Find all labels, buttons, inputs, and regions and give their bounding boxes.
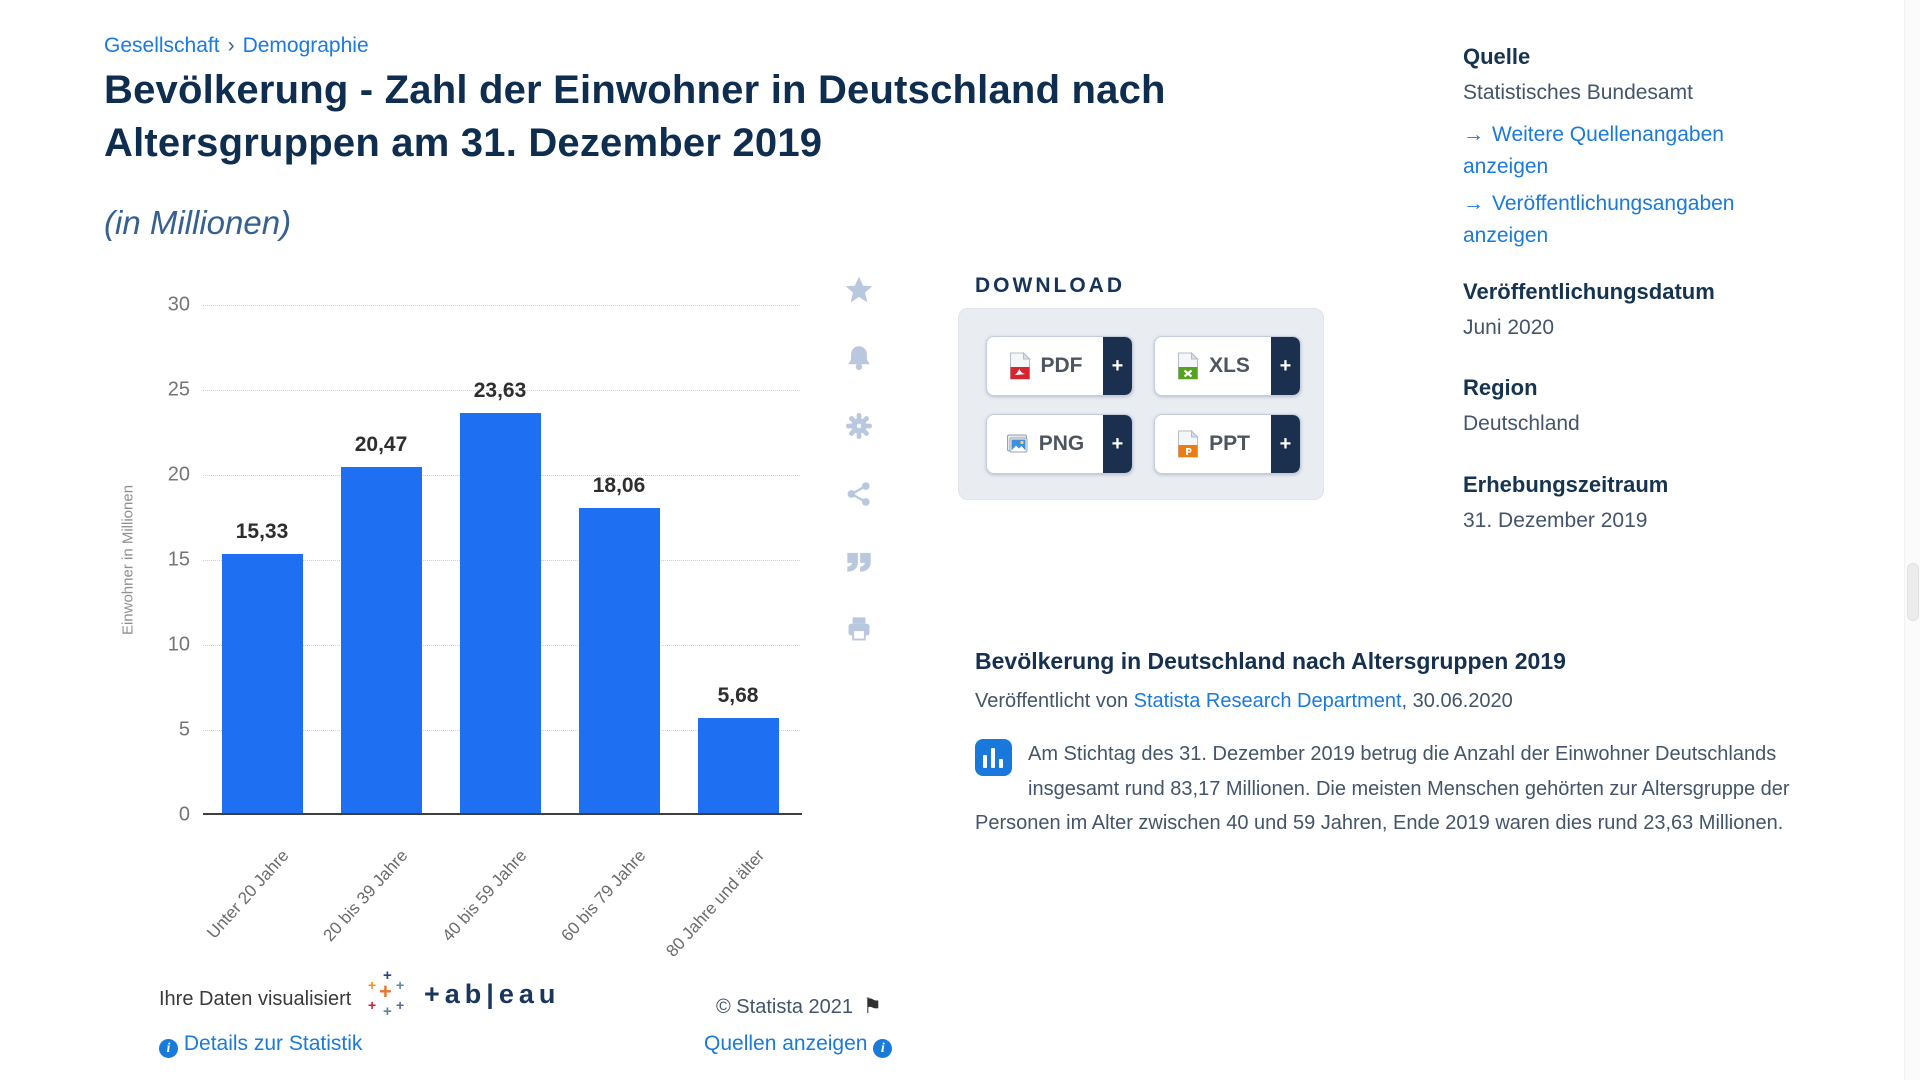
page-subtitle: (in Millionen) (104, 204, 292, 241)
y-tick-label: 20 (167, 463, 190, 486)
publication-info-link[interactable]: → Veröffentlichungsangaben anzeigen (1463, 191, 1735, 248)
survey-period-value: 31. Dezember 2019 (1463, 508, 1648, 532)
bar-3[interactable] (459, 413, 541, 815)
details-link[interactable]: i Details zur Statistik (159, 1032, 362, 1058)
y-tick-label: 30 (167, 293, 190, 316)
publication-date-value: Juni 2020 (1463, 315, 1555, 339)
x-axis-label: 60 bis 79 Jahre (557, 846, 650, 946)
bar-value-label: 20,47 (354, 433, 408, 456)
download-button-label: PDF (1040, 354, 1083, 377)
y-tick-label: 25 (167, 378, 190, 401)
y-tick-label: 15 (167, 548, 190, 571)
region-label: Region (1463, 375, 1538, 401)
description-byline: Veröffentlicht von Statista Research Dep… (975, 690, 1850, 713)
show-sources-link[interactable]: Quellen anzeigen i (704, 1032, 893, 1058)
y-tick-label: 5 (178, 718, 190, 741)
xls-file-icon (1178, 352, 1199, 380)
visualized-by-label: Ihre Daten visualisiert (159, 988, 352, 1010)
download-button-label: PPT (1209, 432, 1250, 455)
more-sources-link[interactable]: → Weitere Quellenangaben anzeigen (1463, 122, 1724, 179)
flag-icon: ⚑ (863, 995, 882, 1018)
x-axis-label: 40 bis 59 Jahre (438, 846, 531, 946)
survey-period-label: Erhebungszeitraum (1463, 471, 1669, 497)
x-axis-label: 80 Jahre und älter (662, 846, 769, 961)
download-pdf-plus[interactable]: + (1103, 337, 1132, 395)
x-axis-label: 20 bis 39 Jahre (319, 846, 412, 946)
byline-date: , 30.06.2020 (1401, 690, 1513, 712)
description-heading: Bevölkerung in Deutschland nach Altersgr… (975, 648, 1566, 674)
bar-chart-icon (975, 739, 1012, 776)
share-icon[interactable] (845, 480, 873, 508)
plot-area: 15,33 20,47 23,63 18,06 5,68 (203, 305, 800, 815)
arrow-right-icon: → (1463, 191, 1484, 215)
breadcrumb-separator: › (227, 34, 235, 57)
download-button-label: PNG (1038, 432, 1085, 455)
region-value: Deutschland (1463, 412, 1580, 436)
arrow-right-icon: → (1463, 122, 1484, 146)
download-xls-plus[interactable]: + (1271, 337, 1300, 395)
bar-value-label: 5,68 (717, 684, 759, 707)
download-pdf-button[interactable]: PDF + (986, 336, 1133, 396)
cite-quote-icon[interactable] (845, 547, 873, 575)
settings-gear-icon[interactable] (845, 412, 873, 440)
download-xls-button[interactable]: XLS + (1154, 336, 1301, 396)
png-image-icon (1006, 434, 1028, 453)
pdf-file-icon (1009, 352, 1031, 380)
print-icon[interactable] (845, 615, 873, 643)
bar-5[interactable] (697, 718, 779, 815)
download-ppt-plus[interactable]: + (1271, 415, 1300, 473)
x-axis-label: Unter 20 Jahre (202, 846, 293, 943)
bar-1[interactable] (221, 554, 303, 815)
download-button-label: XLS (1209, 354, 1250, 377)
scrollbar-thumb[interactable] (1907, 563, 1919, 621)
favorite-star-icon[interactable] (845, 276, 873, 304)
download-heading: DOWNLOAD (975, 274, 1125, 297)
breadcrumb-link-gesellschaft[interactable]: Gesellschaft (104, 34, 220, 57)
y-tick-label: 10 (167, 633, 190, 656)
gridline (203, 390, 800, 391)
source-label: Quelle (1463, 44, 1531, 69)
source-value: Statistisches Bundesamt (1463, 81, 1693, 104)
bar-value-label: 18,06 (592, 474, 646, 497)
gridline (203, 305, 800, 306)
x-axis-line (203, 813, 802, 815)
download-png-plus[interactable]: + (1103, 415, 1132, 473)
statistic-description: Bevölkerung in Deutschland nach Altersgr… (975, 648, 1850, 841)
statista-research-department-link[interactable]: Statista Research Department (1133, 690, 1402, 712)
tableau-cluster-icon: + + + + + + + (368, 967, 405, 1020)
ppt-file-icon (1178, 430, 1199, 458)
download-ppt-button[interactable]: PPT + (1154, 414, 1301, 474)
info-icon: i (873, 1039, 893, 1058)
breadcrumb: Gesellschaft › Demographie (104, 34, 369, 58)
info-icon: i (159, 1039, 178, 1058)
page-title: Bevölkerung - Zahl der Einwohner in Deut… (104, 68, 1166, 166)
tableau-wordmark: +ab|eau (424, 978, 561, 1009)
breadcrumb-link-demographie[interactable]: Demographie (242, 34, 369, 57)
byline-prefix: Veröffentlicht von (975, 690, 1134, 712)
publication-date-label: Veröffentlichungsdatum (1463, 278, 1715, 304)
y-tick-label: 0 (178, 803, 190, 826)
alert-bell-icon[interactable] (845, 344, 873, 372)
description-text: Am Stichtag des 31. Dezember 2019 betrug… (975, 743, 1790, 835)
bar-value-label: 23,63 (473, 379, 527, 402)
bar-4[interactable] (578, 508, 660, 815)
copyright-notice: © Statista 2021 ⚑ (716, 995, 882, 1018)
tableau-logo[interactable]: + + + + + + + +ab|eau (366, 968, 560, 1020)
download-png-button[interactable]: PNG + (986, 414, 1133, 474)
bar-value-label: 15,33 (235, 520, 289, 543)
statistic-meta-sidebar: Quelle Statistisches Bundesamt → Weitere … (1463, 44, 1748, 546)
page-scrollbar (1904, 0, 1920, 1080)
bar-2[interactable] (340, 467, 422, 815)
